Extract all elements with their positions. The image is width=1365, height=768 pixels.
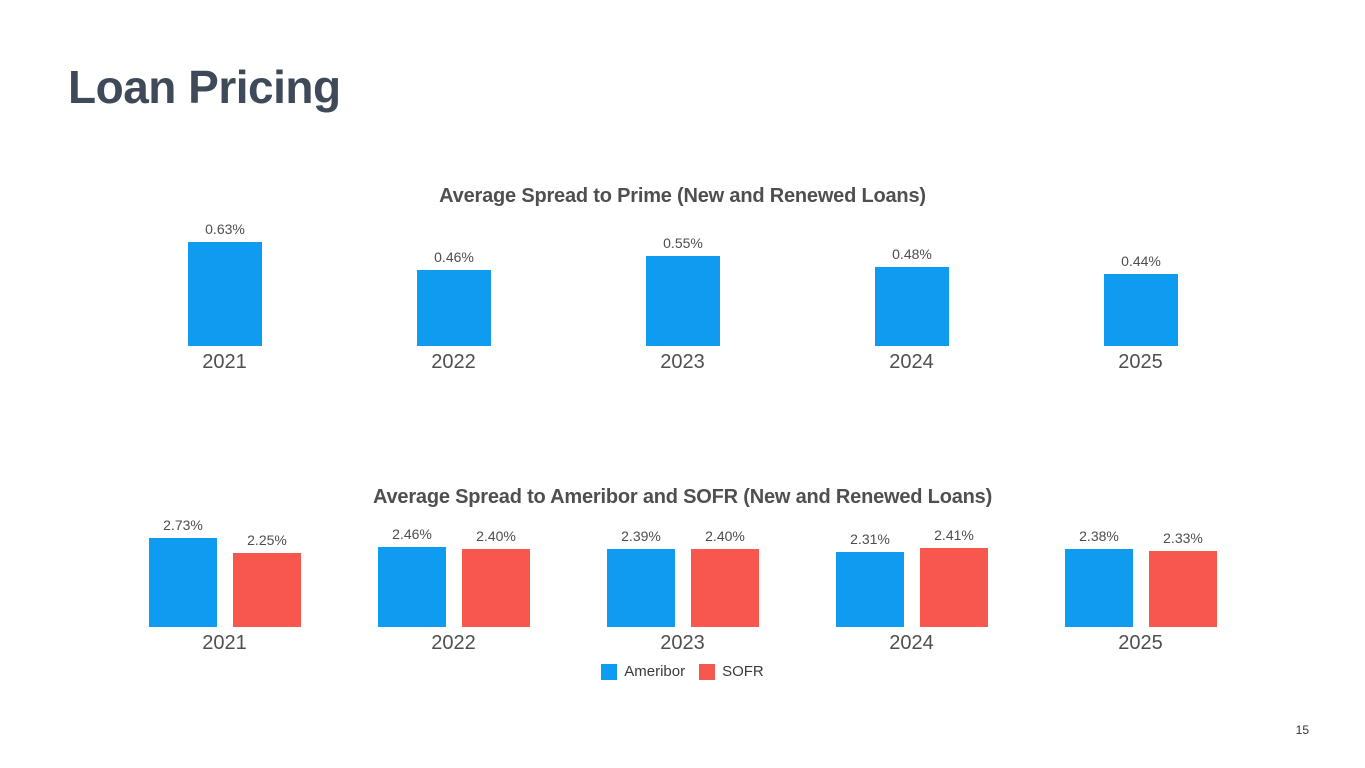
- bar-spread-to-prime-2022: [417, 270, 491, 346]
- bar-ameribor-2024: [836, 552, 904, 627]
- value-label-ameribor-2022: 2.46%: [392, 526, 432, 542]
- chart-spread-title: Average Spread to Ameribor and SOFR (New…: [372, 486, 993, 508]
- legend-swatch-sofr: [699, 663, 716, 680]
- value-label-ameribor-2023: 2.39%: [621, 528, 661, 544]
- chart-prime-title: Average Spread to Prime (New and Renewed…: [439, 185, 926, 207]
- value-label-sofr-2024: 2.41%: [934, 527, 974, 543]
- category-label-2024: 2024: [889, 632, 934, 654]
- bar-spread-to-prime-2021: [188, 242, 262, 346]
- value-label-spread-to-prime-2022: 0.46%: [434, 249, 474, 265]
- value-label-sofr-2023: 2.40%: [705, 528, 745, 544]
- category-label-2021: 2021: [202, 351, 247, 373]
- value-label-spread-to-prime-2023: 0.55%: [663, 235, 703, 251]
- legend-swatch-ameribor: [601, 663, 618, 680]
- legend-item-sofr: SOFR: [699, 663, 764, 680]
- slide-title: Loan Pricing: [68, 61, 341, 113]
- bar-spread-to-prime-2024: [875, 267, 949, 346]
- bar-spread-to-prime-2025: [1104, 274, 1178, 346]
- value-label-spread-to-prime-2024: 0.48%: [892, 246, 932, 262]
- legend-item-ameribor: Ameribor: [601, 663, 685, 680]
- value-label-ameribor-2025: 2.38%: [1079, 528, 1119, 544]
- bar-sofr-2025: [1149, 551, 1217, 627]
- bar-sofr-2024: [920, 548, 988, 627]
- bar-ameribor-2021: [149, 538, 217, 627]
- value-label-sofr-2025: 2.33%: [1163, 530, 1203, 546]
- category-label-2023: 2023: [660, 632, 705, 654]
- value-label-ameribor-2021: 2.73%: [163, 517, 203, 533]
- value-label-ameribor-2024: 2.31%: [850, 531, 890, 547]
- category-label-2022: 2022: [431, 351, 476, 373]
- bar-sofr-2021: [233, 553, 301, 627]
- value-label-sofr-2021: 2.25%: [247, 532, 287, 548]
- category-label-2022: 2022: [431, 632, 476, 654]
- value-label-sofr-2022: 2.40%: [476, 528, 516, 544]
- legend-label-ameribor: Ameribor: [624, 663, 686, 680]
- bar-ameribor-2022: [378, 547, 446, 627]
- bar-sofr-2022: [462, 549, 530, 627]
- chart-spread-to-ameribor-sofr: Average Spread to Ameribor and SOFR (New…: [0, 484, 1365, 680]
- chart-legend: Ameribor SOFR: [0, 663, 1365, 680]
- category-label-2021: 2021: [202, 632, 247, 654]
- category-label-2024: 2024: [889, 351, 934, 373]
- page-number: 15: [1295, 723, 1309, 737]
- value-label-spread-to-prime-2025: 0.44%: [1121, 253, 1161, 269]
- legend-label-sofr: SOFR: [722, 663, 764, 680]
- chart-spread-to-prime: Average Spread to Prime (New and Renewed…: [0, 183, 1365, 373]
- bar-sofr-2023: [691, 549, 759, 627]
- chart-prime-plot: 0.63% 2021 0.46% 2022 0.55% 2023 0.48% 2024 0.44…: [110, 221, 1255, 373]
- bar-ameribor-2023: [607, 549, 675, 627]
- chart-spread-plot: 2.73% 2.25% 2021 2.46% 2.40% 2022 2.39% 2.40% 20…: [110, 517, 1255, 654]
- value-label-spread-to-prime-2021: 0.63%: [205, 221, 245, 237]
- category-label-2025: 2025: [1118, 632, 1163, 654]
- bar-ameribor-2025: [1065, 549, 1133, 627]
- bar-spread-to-prime-2023: [646, 256, 720, 346]
- category-label-2025: 2025: [1118, 351, 1163, 373]
- category-label-2023: 2023: [660, 351, 705, 373]
